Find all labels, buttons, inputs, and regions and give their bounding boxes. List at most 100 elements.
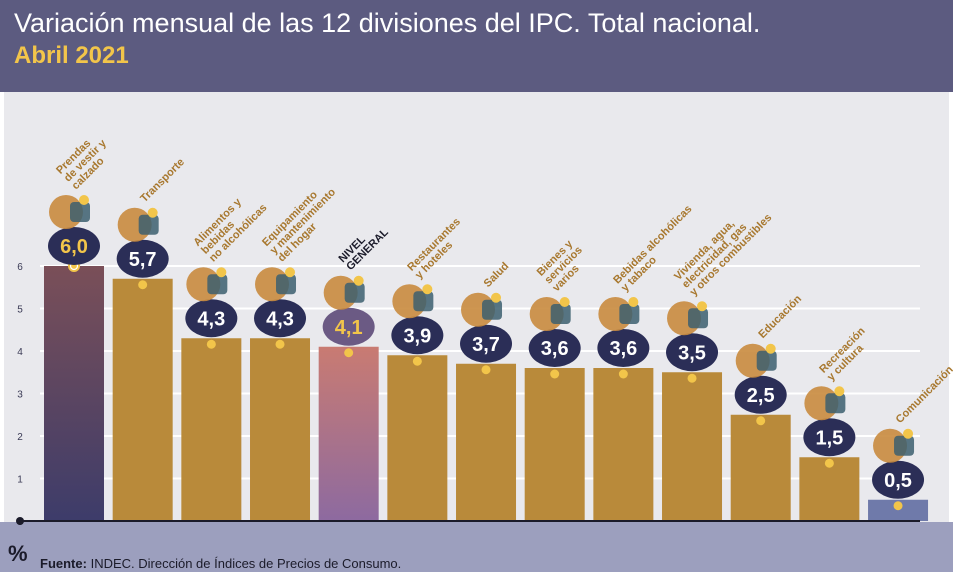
icon-shape-c (834, 386, 845, 397)
y-unit-label: % (8, 541, 28, 566)
bar (456, 363, 517, 521)
health-cross-icon (461, 292, 503, 327)
value-bubble (460, 324, 513, 363)
icon-shape-b (619, 304, 640, 324)
category-label-line: Educación (756, 293, 804, 341)
value-label: 3,5 (678, 342, 706, 364)
icon-shape-b (344, 282, 365, 303)
value-label: 3,7 (472, 334, 500, 356)
icon-shape-b (207, 274, 228, 295)
chart-title: Variación mensual de las 12 divisiones d… (14, 8, 761, 38)
recreation-sun-icon (804, 386, 846, 421)
category-label: Comunicación (894, 364, 953, 426)
bar (524, 368, 585, 521)
dining-icon (392, 284, 434, 319)
icon-shape-b (276, 274, 297, 295)
value-bubble (872, 460, 925, 499)
bar-item-6: 3,7 Salud (456, 260, 517, 521)
y-tick-label-1: 1 (17, 475, 23, 486)
value-marker (687, 373, 697, 383)
bus-card-icon (117, 207, 159, 242)
value-marker (138, 280, 148, 290)
value-label: 3,9 (403, 325, 431, 347)
source-label: Fuente: (40, 556, 87, 571)
bar-item-1: 5,7 Transporte (112, 156, 187, 521)
y-tick-label-5: 5 (17, 305, 23, 316)
value-bubble (116, 239, 169, 278)
bar (181, 338, 242, 521)
icon-shape-c (491, 292, 502, 303)
books-icon (735, 343, 777, 378)
value-bubble (734, 375, 787, 414)
bar (44, 266, 104, 521)
bar (250, 338, 311, 521)
value-bubble (528, 329, 581, 367)
value-marker (206, 339, 216, 349)
bar (799, 457, 860, 521)
icon-shape-b (550, 304, 571, 324)
value-marker (618, 369, 628, 379)
category-label: NIVELGENERAL (337, 218, 391, 272)
value-marker (824, 458, 834, 468)
footer-band (0, 522, 953, 572)
icon-shape-c (697, 301, 708, 312)
icon-shape-c (147, 207, 158, 218)
value-marker (275, 339, 285, 349)
value-bubble (254, 299, 307, 338)
bar (868, 499, 929, 521)
icon-shape-c (628, 297, 639, 307)
source-note: Fuente: INDEC. Dirección de Índices de P… (40, 556, 401, 571)
bar (112, 278, 173, 521)
value-label: 4,1 (335, 317, 363, 339)
value-bubble (666, 333, 719, 372)
icon-shape-c (79, 195, 89, 205)
icon-shape-c (559, 297, 570, 307)
value-bubble (322, 307, 375, 346)
value-label: 0,5 (884, 470, 912, 492)
comb-scissors-icon (529, 297, 571, 331)
category-label: Alimentos ybebidasno alcohólicas (191, 186, 269, 264)
value-marker (756, 416, 766, 426)
icon-shape-b (70, 202, 90, 222)
bars-group: 6,0 Prendasde vestir ycalzado 5,7 Transport… (44, 129, 953, 521)
y-ticks: 0123456 (16, 262, 920, 528)
value-label: 5,7 (129, 249, 157, 271)
y-tick-label-4: 4 (17, 347, 23, 358)
bottle-glass-icon (598, 297, 640, 331)
category-label: Prendasde vestir ycalzado (54, 129, 117, 192)
axis-origin-dot (16, 517, 24, 525)
icon-shape-b (482, 299, 503, 320)
bar-item-4: 4,1 NIVELGENERAL (318, 218, 391, 521)
bar-item-11: 1,5 Recreacióny cultura (799, 325, 868, 521)
bar (318, 346, 379, 521)
icon-shape-c (903, 428, 914, 439)
value-marker (344, 348, 354, 358)
phone-icon (873, 428, 915, 463)
icon-shape-b (825, 393, 846, 414)
category-label-line: Comunicación (894, 364, 953, 426)
value-label: 1,5 (815, 427, 843, 449)
icon-shape-c (285, 267, 296, 278)
category-label: Educación (756, 293, 804, 341)
icon-shape-b (894, 435, 915, 456)
shopping-basket-icon (323, 275, 365, 310)
icon-shape-b (413, 291, 434, 312)
bar (387, 355, 448, 521)
bar-item-12: 0,5 Comunicación (868, 364, 953, 521)
bar (593, 368, 654, 521)
value-label: 2,5 (747, 385, 775, 407)
value-label: 3,6 (609, 338, 637, 360)
icon-shape-c (353, 275, 364, 286)
value-marker (893, 501, 903, 511)
chart-subtitle: Abril 2021 (14, 42, 129, 69)
icon-shape-b (756, 350, 777, 371)
value-marker (481, 365, 491, 375)
category-label-line: Salud (482, 260, 512, 290)
value-label: 4,3 (197, 308, 225, 330)
y-tick-label-3: 3 (17, 390, 23, 401)
value-label: 3,6 (541, 338, 569, 360)
category-label: Transporte (138, 156, 187, 205)
house-services-icon (667, 301, 709, 336)
